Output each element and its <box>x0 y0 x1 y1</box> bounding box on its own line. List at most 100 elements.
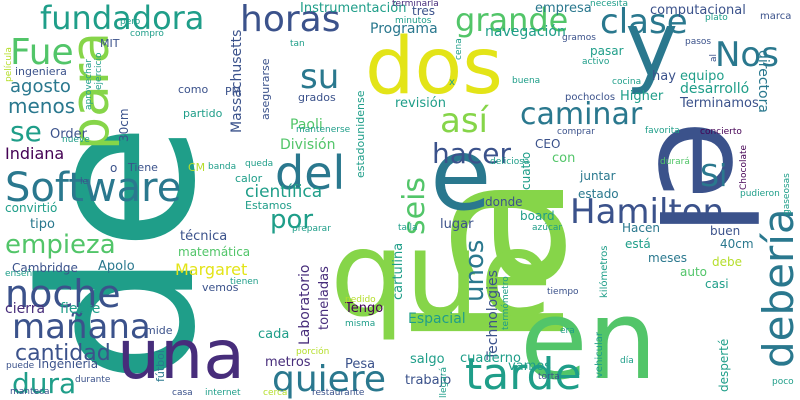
word-board: board <box>520 209 555 223</box>
word-casi: casi <box>705 277 729 291</box>
word-torta: torta <box>538 372 560 382</box>
word-meses: meses <box>648 251 687 265</box>
word-chocolate: Chocolate <box>739 144 749 190</box>
word-hamilton: Hamilton <box>570 192 725 232</box>
word-fiebre: fiebre <box>60 301 101 317</box>
word-gaseosas: gaseosas <box>782 173 792 215</box>
word-manana: mañana <box>12 307 151 347</box>
word-cierra: cierra <box>5 301 46 317</box>
word-laboratorio: Laboratorio <box>297 264 313 345</box>
word-clase: clase <box>600 2 688 42</box>
word-poco: poco <box>772 377 794 387</box>
word-grande: grande <box>455 1 569 39</box>
word-restaurante: restaurante <box>312 388 365 398</box>
word-futbol: fútbol <box>154 350 167 382</box>
word-que: que <box>330 205 553 343</box>
word-plato: plato <box>705 13 728 23</box>
word-talla: talla <box>398 223 418 233</box>
word-cerca: cerca <box>263 388 288 398</box>
word-grados: grados <box>298 91 336 104</box>
word-aprovechar: aprovechar <box>84 59 94 110</box>
word-activo: activo <box>582 57 610 67</box>
word-40cm: 40cm <box>720 237 754 251</box>
word-en: en <box>520 276 658 400</box>
word-computacional: computacional <box>650 3 746 18</box>
word-hay: hay <box>652 69 676 84</box>
word-empresa: empresa <box>535 1 592 16</box>
word-horas: horas <box>240 0 341 40</box>
word-trabajo: trabajo <box>405 373 452 388</box>
word-programa: Programa <box>370 21 438 37</box>
word-juntar: juntar <box>580 169 616 183</box>
word-pudieron: pudieron <box>740 189 780 199</box>
word-fue: Fue <box>10 32 74 73</box>
word-navegacion: navegación <box>485 24 566 40</box>
word-higher: Higher <box>620 89 664 104</box>
word-equipo: equipo <box>680 69 725 84</box>
word-debe: debe <box>712 255 742 269</box>
word-queda: queda <box>245 159 274 169</box>
word-azucar: azúcar <box>532 223 563 233</box>
word-compro: compró <box>130 29 164 39</box>
word-vamos: vamos <box>508 359 552 374</box>
word-su: su <box>300 57 340 97</box>
word-necesita: necesita <box>590 0 628 9</box>
word-al: al <box>709 53 719 62</box>
word-una: una <box>117 316 245 395</box>
word-ceo: CEO <box>535 137 561 151</box>
word-favorita: favorita <box>645 126 680 136</box>
word-fundadora: fundadora <box>40 0 205 37</box>
word-banda: banda <box>208 162 237 172</box>
word-esta: está <box>625 237 651 251</box>
word-e: e <box>430 116 492 233</box>
word-tienen: tienen <box>230 277 259 287</box>
word-hacen: Hacen <box>622 221 660 235</box>
word-del: del <box>275 146 346 200</box>
word-cambridge: Cambridge <box>12 261 78 275</box>
word-marca: marca <box>760 11 792 22</box>
word-ensenar: enseñar <box>5 269 42 279</box>
word-30cm: 30cm <box>117 108 131 142</box>
word-indiana: Indiana <box>5 144 65 163</box>
word-pasos: pasos <box>685 37 712 47</box>
word-nos: Nos <box>715 35 779 75</box>
word-pero: pero <box>120 17 141 27</box>
word-tres: tres <box>412 4 436 18</box>
word-tan: tan <box>290 39 305 49</box>
word-deliciosa: deliciosa <box>490 157 530 167</box>
word-desperte: desperté <box>717 338 731 392</box>
word-revision: revisión <box>395 96 446 111</box>
word-cada: cada <box>258 327 290 342</box>
word-tarde: tarde <box>465 349 582 400</box>
word-lugar: lugar <box>440 217 474 232</box>
word-pasar: pasar <box>590 44 624 58</box>
word-dos: dos <box>365 22 503 112</box>
word-order: Order <box>50 127 87 142</box>
word-x: x <box>449 77 455 88</box>
word-y: y <box>625 0 679 97</box>
word-dia: día <box>620 356 634 366</box>
word-le: le <box>80 177 89 187</box>
word-deberia: debería <box>754 208 800 368</box>
word-cantidad: cantidad <box>15 341 111 366</box>
word-donde: donde <box>485 195 523 209</box>
word-mantenerse: mantenerse <box>296 125 351 135</box>
word-puede: puede <box>6 361 35 371</box>
word-como: como <box>178 83 209 96</box>
word-paoli: Paoli <box>290 117 323 133</box>
word-terminarla: terminarla <box>392 0 439 9</box>
word-manteca: manteca <box>10 387 50 397</box>
word-empieza: empieza <box>5 230 116 260</box>
word-apolo: Apolo <box>98 259 135 274</box>
word-dura: dura <box>12 367 77 400</box>
word-division: División <box>280 137 336 153</box>
word-pedido: pedido <box>345 295 376 305</box>
word-cocina: cocina <box>612 77 642 87</box>
word-ejercicio: ejercicio <box>94 52 104 90</box>
word-minutos: minutos <box>395 16 432 26</box>
word-o: o <box>110 161 118 175</box>
word-margaret: Margaret <box>175 260 248 279</box>
word-cm: CM <box>188 161 206 174</box>
word-asi: así <box>440 101 488 141</box>
